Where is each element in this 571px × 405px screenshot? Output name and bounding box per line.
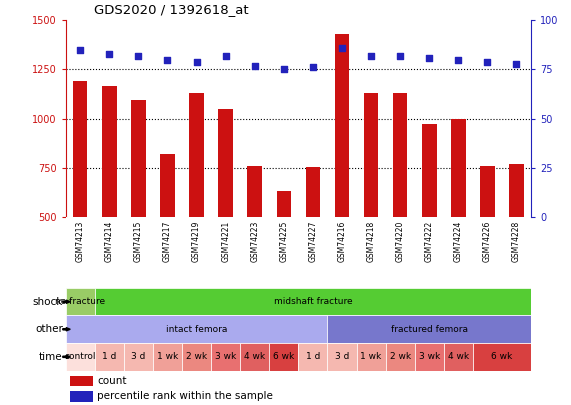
Bar [270,343,298,371]
Text: 3 d: 3 d [335,352,349,361]
Bar [509,164,524,217]
Text: GSM74213: GSM74213 [76,221,85,262]
Text: 2 wk: 2 wk [186,352,207,361]
Bar [385,343,415,371]
Text: GSM74223: GSM74223 [250,221,259,262]
Text: 6 wk: 6 wk [491,352,513,361]
Text: GSM74217: GSM74217 [163,221,172,262]
Text: GSM74216: GSM74216 [337,221,347,262]
Point [308,64,317,71]
Text: GSM74227: GSM74227 [308,221,317,262]
Bar [335,34,349,217]
Point [396,52,405,59]
Point [512,60,521,67]
Point [337,45,347,51]
Text: 4 wk: 4 wk [448,352,469,361]
Bar [95,343,124,371]
Point [192,58,201,65]
Point [425,54,434,61]
Text: shock: shock [33,297,63,307]
Bar [364,93,379,217]
Bar [305,167,320,217]
Text: count: count [97,376,127,386]
Bar [298,343,327,371]
Text: 3 wk: 3 wk [215,352,236,361]
Text: time: time [39,352,63,362]
Bar [415,343,444,371]
Bar [182,343,211,371]
Text: 1 wk: 1 wk [157,352,178,361]
Bar [473,343,531,371]
Bar [218,109,233,217]
Text: GSM74221: GSM74221 [221,221,230,262]
Bar [66,343,95,371]
Text: percentile rank within the sample: percentile rank within the sample [97,391,273,401]
Text: 1 wk: 1 wk [360,352,381,361]
Point [367,52,376,59]
Text: 1 d: 1 d [305,352,320,361]
Text: GSM74220: GSM74220 [396,221,405,262]
Text: no fracture: no fracture [55,297,105,306]
Text: 6 wk: 6 wk [273,352,295,361]
Text: GSM74228: GSM74228 [512,221,521,262]
Text: GSM74225: GSM74225 [279,221,288,262]
Bar [153,343,182,371]
Text: other: other [35,324,63,334]
Text: midshaft fracture: midshaft fracture [274,297,352,306]
Bar [73,81,87,217]
Bar [393,93,408,217]
Point [250,62,259,69]
Bar [66,315,327,343]
Text: GSM74215: GSM74215 [134,221,143,262]
Text: 3 d: 3 d [131,352,146,361]
Bar [327,315,531,343]
Point [483,58,492,65]
Bar [160,154,175,217]
Bar [66,288,95,315]
Bar [276,190,291,217]
Point [134,52,143,59]
Bar [70,376,93,386]
Bar [327,343,356,371]
Text: GSM74226: GSM74226 [483,221,492,262]
Point [163,56,172,63]
Point [75,47,85,53]
Text: GSM74222: GSM74222 [425,221,434,262]
Text: GDS2020 / 1392618_at: GDS2020 / 1392618_at [94,3,249,16]
Bar [480,166,494,217]
Bar [247,166,262,217]
Text: GSM74214: GSM74214 [105,221,114,262]
Text: 1 d: 1 d [102,352,116,361]
Bar [189,93,204,217]
Bar [451,119,465,217]
Point [454,56,463,63]
Text: 3 wk: 3 wk [419,352,440,361]
Bar [211,343,240,371]
Text: GSM74219: GSM74219 [192,221,201,262]
Bar [444,343,473,371]
Bar [422,124,436,217]
Bar [124,343,153,371]
Bar [131,100,146,217]
Text: 4 wk: 4 wk [244,352,266,361]
Text: 2 wk: 2 wk [389,352,411,361]
Text: fractured femora: fractured femora [391,325,468,334]
Bar [356,343,385,371]
Text: intact femora: intact femora [166,325,227,334]
Bar [70,391,93,402]
Point [104,51,114,57]
Bar [102,86,116,217]
Text: GSM74224: GSM74224 [454,221,463,262]
Bar [240,343,270,371]
Text: control: control [65,352,96,361]
Point [279,66,288,73]
Text: GSM74218: GSM74218 [367,221,376,262]
Point [221,52,230,59]
